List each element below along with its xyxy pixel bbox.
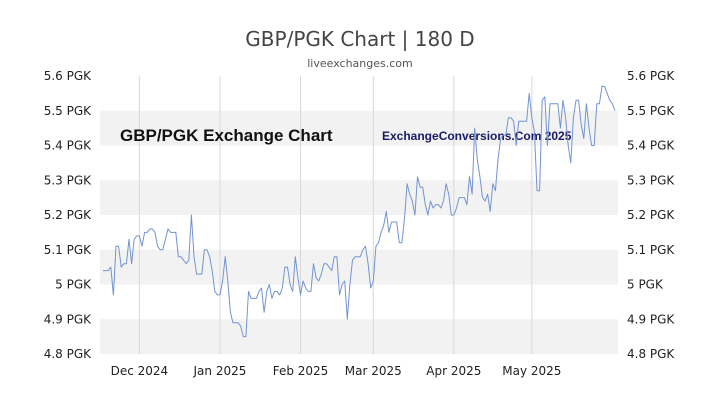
- x-tick-label: Dec 2024: [111, 364, 169, 378]
- y-tick-label-right: 5.3 PGK: [627, 173, 675, 187]
- x-tick-label: Mar 2025: [345, 364, 402, 378]
- y-tick-label-right: 5.4 PGK: [627, 139, 675, 153]
- y-tick-label-right: 5 PGK: [627, 278, 664, 292]
- y-tick-label-right: 5.2 PGK: [627, 208, 675, 222]
- x-tick-label: Apr 2025: [426, 364, 481, 378]
- x-tick-label: Feb 2025: [273, 364, 329, 378]
- y-tick-label-right: 5.6 PGK: [627, 69, 675, 83]
- y-tick-label-right: 4.8 PGK: [627, 347, 675, 361]
- band: [100, 319, 618, 354]
- watermark-left: GBP/PGK Exchange Chart: [120, 126, 333, 145]
- y-tick-label-left: 5 PGK: [55, 278, 92, 292]
- y-tick-label-left: 5.3 PGK: [44, 173, 92, 187]
- series-line: [103, 85, 616, 338]
- chart-title: GBP/PGK Chart | 180 D: [245, 27, 474, 51]
- x-tick-label: Jan 2025: [193, 364, 247, 378]
- y-tick-label-right: 5.5 PGK: [627, 104, 675, 118]
- y-tick-label-left: 5.2 PGK: [44, 208, 92, 222]
- y-tick-label-left: 5.1 PGK: [44, 243, 92, 257]
- x-axis: Dec 2024 Jan 2025 Feb 2025 Mar 2025 Apr 2025…: [111, 364, 562, 378]
- vertical-gridlines: [138, 76, 533, 354]
- chart-subtitle: liveexchanges.com: [307, 57, 412, 70]
- y-axis-right: 5.6 PGK 5.5 PGK 5.4 PGK 5.3 PGK 5.2 PGK 5.1 P…: [627, 69, 675, 361]
- watermark-right: ExchangeConversions.Com 2025: [382, 129, 572, 143]
- x-tick-label: May 2025: [502, 364, 561, 378]
- y-tick-label-left: 5.5 PGK: [44, 104, 92, 118]
- y-tick-label-left: 5.4 PGK: [44, 139, 92, 153]
- y-tick-label-right: 5.1 PGK: [627, 243, 675, 257]
- y-tick-label-left: 4.9 PGK: [44, 312, 92, 326]
- band: [100, 249, 618, 285]
- background-bands: [100, 110, 618, 354]
- y-tick-label-left: 4.8 PGK: [44, 347, 92, 361]
- y-tick-label-left: 5.6 PGK: [44, 69, 92, 83]
- y-axis-left: 5.6 PGK 5.5 PGK 5.4 PGK 5.3 PGK 5.2 PGK 5.1 P…: [44, 69, 92, 361]
- y-tick-label-right: 4.9 PGK: [627, 312, 675, 326]
- band: [100, 180, 618, 215]
